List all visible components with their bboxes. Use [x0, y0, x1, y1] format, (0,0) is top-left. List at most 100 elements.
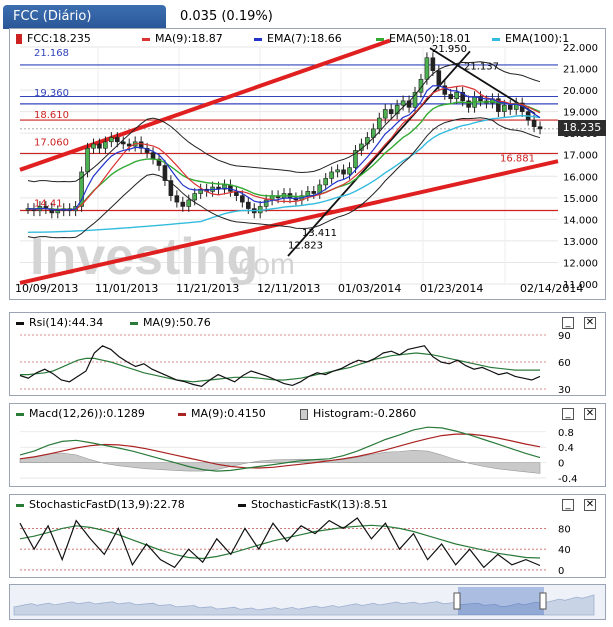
candle: [144, 147, 150, 153]
candle: [97, 143, 102, 149]
y-tick-label: 14.000: [563, 215, 598, 226]
candle: [174, 195, 180, 203]
ema7-line: [27, 85, 541, 211]
y-tick-label: 12.000: [563, 258, 598, 269]
annotation-label: 21.950: [432, 44, 467, 55]
y-tick-label: 20.000: [563, 86, 598, 97]
legend-macd: Macd(12,26)):0.1289: [16, 407, 145, 420]
x-label: 02/14/2014: [520, 282, 584, 295]
candle: [168, 180, 174, 196]
candle: [335, 169, 340, 173]
y-tick-label: 15.000: [563, 194, 598, 205]
candle: [382, 109, 388, 119]
candle: [496, 98, 501, 112]
candle: [424, 57, 430, 80]
legend-macd-ma: MA(9):0.4150: [178, 407, 266, 420]
candle: [507, 104, 513, 110]
y-tick-label: 0.4: [558, 443, 574, 454]
candle: [85, 147, 90, 173]
rsi-chart: 30 60 90: [19, 331, 571, 395]
price-chart: 11.000 12.000 13.000 14.000 15.000 16.000 17.0…: [19, 38, 598, 291]
watermark-suffix: .com: [230, 248, 295, 281]
y-tick-label: 11.000: [563, 280, 598, 291]
y-tick-label: 19.000: [563, 108, 598, 119]
price-change: 0.035 (0.19%): [180, 9, 273, 24]
navigator-area: [13, 594, 595, 616]
stoch-panel: StochasticFastD(13,9):22.78 StochasticFa…: [9, 494, 606, 578]
candle: [323, 178, 329, 186]
legend-rsi: Rsi(14):44.34: [16, 316, 103, 329]
candle: [311, 191, 317, 194]
candle: [388, 109, 394, 115]
y-tick-label: 0: [558, 566, 564, 577]
rsi-ma-line: [20, 352, 540, 383]
candle: [156, 158, 162, 166]
candle: [91, 143, 96, 149]
candle: [222, 184, 227, 190]
annotation-label: 13.411: [302, 228, 337, 239]
trend-channel-lower: [19, 159, 559, 285]
x-label: 12/11/2013: [257, 282, 321, 295]
candle: [537, 126, 543, 130]
candle: [502, 104, 507, 112]
candle: [138, 141, 144, 149]
candle: [412, 91, 418, 108]
x-label: 01/03/2014: [338, 282, 402, 295]
close-button[interactable]: ✕: [584, 317, 596, 329]
candle: [376, 117, 382, 130]
candle: [162, 165, 168, 181]
trend-channel-upper: [19, 38, 391, 172]
histogram: [19, 449, 541, 474]
navigator[interactable]: [9, 584, 606, 620]
level-label: 21.168: [34, 48, 69, 59]
close-button[interactable]: ✕: [584, 499, 596, 511]
candle: [329, 171, 334, 179]
candle: [115, 137, 120, 143]
candle: [448, 94, 454, 100]
y-tick-label: 22.000: [563, 43, 598, 54]
legend-stoch-d: StochasticFastD(13,9):22.78: [16, 498, 185, 511]
ma9-line: [27, 85, 541, 211]
stochastic-chart: 0 40 80: [19, 517, 571, 577]
level-label: 19.360: [34, 88, 69, 99]
navigator-window: [458, 587, 544, 615]
legend-ema50: EMA(50):18.01: [376, 32, 471, 45]
candle: [394, 104, 400, 115]
y-tick-label: 17.000: [563, 151, 598, 162]
candle: [347, 167, 352, 175]
y-tick-label: 40: [558, 545, 571, 556]
minimize-button[interactable]: _: [562, 317, 574, 329]
legend-stoch-k: StochasticFastK(13):8.51: [238, 498, 388, 511]
candle: [186, 199, 192, 207]
rsi-legend: Rsi(14):44.34 MA(9):50.76: [10, 313, 605, 333]
minimize-button[interactable]: _: [562, 499, 574, 511]
symbol-tab[interactable]: FCC (Diário): [3, 5, 166, 29]
candle: [150, 152, 156, 160]
x-label: 10/09/2013: [15, 282, 79, 295]
x-label: 11/21/2013: [176, 282, 240, 295]
bollinger-upper: [27, 61, 541, 183]
candle: [126, 143, 132, 147]
annotation-label: 21.137: [464, 62, 499, 73]
candle: [192, 193, 198, 201]
y-tick-label: 90: [558, 331, 571, 342]
candle: [436, 70, 442, 87]
candle: [103, 141, 108, 149]
rsi-line: [19, 345, 541, 387]
candle: [513, 102, 519, 110]
current-price-tag: 18.235: [558, 120, 606, 136]
candle: [531, 119, 537, 128]
macd-line: [19, 426, 541, 472]
candle: [466, 100, 471, 108]
y-tick-label: 0.8: [558, 428, 574, 439]
y-tick-label: 60: [558, 358, 571, 369]
stoch-legend: StochasticFastD(13,9):22.78 StochasticFa…: [10, 495, 605, 515]
annotation-label: 12.823: [288, 241, 323, 252]
y-tick-label: 30: [558, 385, 571, 395]
legend-symbol: FCC:18.235: [16, 32, 91, 45]
y-tick-label: -0.4: [558, 474, 578, 485]
close-button[interactable]: ✕: [584, 408, 596, 420]
legend-rsi-ma: MA(9):50.76: [130, 316, 211, 329]
minimize-button[interactable]: _: [562, 408, 574, 420]
macd-legend: Macd(12,26)):0.1289 MA(9):0.4150 Histogr…: [10, 404, 605, 424]
